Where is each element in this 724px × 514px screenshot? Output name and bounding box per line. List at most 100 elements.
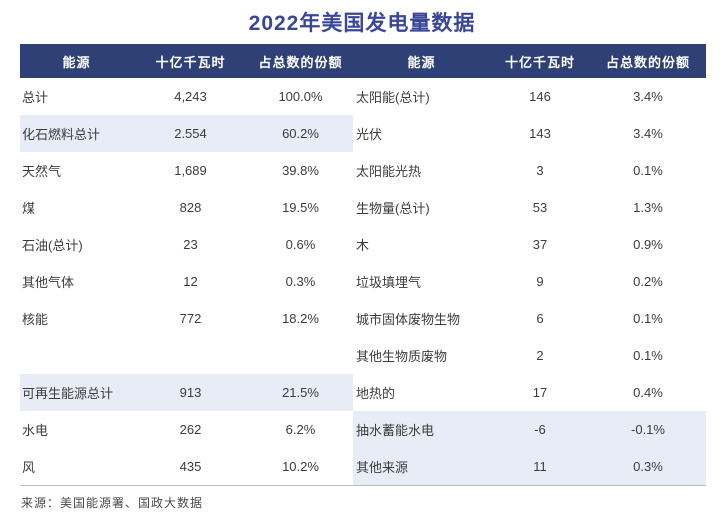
share-cell: 0.3% bbox=[633, 459, 663, 474]
share-cell: 0.1% bbox=[633, 348, 663, 363]
value-cell: 772 bbox=[179, 311, 202, 326]
value-cell: 262 bbox=[179, 422, 202, 437]
energy-label: 其他生物质废物 bbox=[356, 349, 448, 364]
share-cell: 0.1% bbox=[633, 163, 663, 178]
value-cell: 2 bbox=[536, 348, 544, 363]
energy-label: 核能 bbox=[22, 312, 49, 327]
right-half-row: 太阳能光热 3 0.1% bbox=[353, 152, 706, 189]
value-cell: 913 bbox=[179, 385, 202, 400]
table-row: 天然气 1,689 39.8% 太阳能光热 3 0.1% bbox=[20, 152, 706, 189]
left-half-row: 可再生能源总计 913 21.5% bbox=[20, 374, 353, 411]
table-body: 总计 4,243 100.0% 太阳能(总计) 146 3.4% 化石燃料总计 2.554 60… bbox=[20, 78, 706, 486]
table-row: 核能 772 18.2% 城市固体废物生物 6 0.1% bbox=[20, 300, 706, 337]
left-half-row: 其他气体 12 0.3% bbox=[20, 263, 353, 300]
value-cell: 4,243 bbox=[174, 89, 207, 104]
right-half-row: 太阳能(总计) 146 3.4% bbox=[353, 78, 706, 115]
right-half-row: 木 37 0.9% bbox=[353, 226, 706, 263]
energy-label: 风 bbox=[22, 460, 36, 475]
share-cell: 0.4% bbox=[633, 385, 663, 400]
left-half-row bbox=[20, 337, 353, 374]
share-cell: 18.2% bbox=[282, 311, 319, 326]
right-half-row: 抽水蓄能水电 -6 -0.1% bbox=[353, 411, 706, 448]
value-cell: 37 bbox=[532, 237, 548, 252]
table-header-row: 能源 十亿千瓦时 占总数的份额 能源 十亿千瓦时 占总数的份额 bbox=[20, 44, 706, 78]
value-cell: -6 bbox=[534, 422, 546, 437]
share-cell: 6.2% bbox=[285, 422, 316, 437]
energy-label: 天然气 bbox=[22, 164, 62, 179]
generation-table: 能源 十亿千瓦时 占总数的份额 能源 十亿千瓦时 占总数的份额 总计 4,243 1… bbox=[20, 44, 706, 486]
right-half-row: 生物量(总计) 53 1.3% bbox=[353, 189, 706, 226]
value-cell: 17 bbox=[532, 385, 548, 400]
value-cell: 146 bbox=[529, 89, 551, 104]
left-half-row: 水电 262 6.2% bbox=[20, 411, 353, 448]
left-half-row: 总计 4,243 100.0% bbox=[20, 78, 353, 115]
right-half-row: 城市固体废物生物 6 0.1% bbox=[353, 300, 706, 337]
right-half-row: 地热的 17 0.4% bbox=[353, 374, 706, 411]
share-cell: 0.3% bbox=[285, 274, 316, 289]
energy-label: 生物量(总计) bbox=[356, 201, 430, 216]
share-cell: 3.4% bbox=[633, 126, 663, 141]
energy-label: 地热的 bbox=[356, 386, 396, 401]
share-cell: 21.5% bbox=[282, 385, 319, 400]
table-row: 其他气体 12 0.3% 垃圾填埋气 9 0.2% bbox=[20, 263, 706, 300]
energy-label: 其他来源 bbox=[356, 460, 409, 475]
energy-label: 太阳能光热 bbox=[356, 164, 422, 179]
left-half-row: 煤 828 19.5% bbox=[20, 189, 353, 226]
share-cell: 0.9% bbox=[633, 237, 663, 252]
energy-label: 木 bbox=[356, 238, 370, 253]
left-half-row: 天然气 1,689 39.8% bbox=[20, 152, 353, 189]
left-half-row: 化石燃料总计 2.554 60.2% bbox=[20, 115, 353, 152]
energy-label: 太阳能(总计) bbox=[356, 90, 430, 105]
value-cell: 828 bbox=[179, 200, 202, 215]
table-row: 化石燃料总计 2.554 60.2% 光伏 143 3.4% bbox=[20, 115, 706, 152]
energy-label: 光伏 bbox=[356, 127, 383, 142]
page-title: 2022年美国发电量数据 bbox=[248, 12, 476, 35]
value-cell: 6 bbox=[536, 311, 544, 326]
left-half-row: 石油(总计) 23 0.6% bbox=[20, 226, 353, 263]
table-row: 可再生能源总计 913 21.5% 地热的 17 0.4% bbox=[20, 374, 706, 411]
source-note: 来源：美国能源署、国政大数据 bbox=[21, 496, 204, 510]
value-cell: 9 bbox=[536, 274, 544, 289]
left-half-row: 风 435 10.2% bbox=[20, 448, 353, 485]
table-row: 其他生物质废物 2 0.1% bbox=[20, 337, 706, 374]
table-row: 总计 4,243 100.0% 太阳能(总计) 146 3.4% bbox=[20, 78, 706, 115]
share-cell: -0.1% bbox=[631, 422, 665, 437]
energy-label: 总计 bbox=[22, 90, 49, 105]
column-header-energy-right: 能源 bbox=[407, 54, 436, 70]
share-cell: 19.5% bbox=[282, 200, 319, 215]
energy-label: 其他气体 bbox=[22, 275, 75, 290]
share-cell: 60.2% bbox=[282, 126, 319, 141]
energy-label: 抽水蓄能水电 bbox=[356, 423, 435, 438]
share-cell: 1.3% bbox=[633, 200, 663, 215]
value-cell: 3 bbox=[536, 163, 544, 178]
energy-label: 水电 bbox=[22, 423, 49, 438]
energy-label: 煤 bbox=[22, 201, 36, 216]
value-cell: 143 bbox=[529, 126, 551, 141]
energy-label: 可再生能源总计 bbox=[22, 386, 114, 401]
value-cell: 23 bbox=[183, 237, 198, 252]
column-header-energy-left: 能源 bbox=[62, 54, 91, 70]
column-header-share-left: 占总数的份额 bbox=[258, 54, 343, 70]
value-cell: 2.554 bbox=[174, 126, 207, 141]
table-row: 石油(总计) 23 0.6% 木 37 0.9% bbox=[20, 226, 706, 263]
share-cell: 3.4% bbox=[633, 89, 663, 104]
left-half-row: 核能 772 18.2% bbox=[20, 300, 353, 337]
right-half-row: 其他来源 11 0.3% bbox=[353, 448, 706, 485]
value-cell: 1,689 bbox=[174, 163, 207, 178]
right-half-row: 其他生物质废物 2 0.1% bbox=[353, 337, 706, 374]
share-cell: 0.6% bbox=[285, 237, 316, 252]
value-cell: 435 bbox=[179, 459, 202, 474]
energy-label: 垃圾填埋气 bbox=[356, 275, 422, 290]
right-half-row: 光伏 143 3.4% bbox=[353, 115, 706, 152]
share-cell: 39.8% bbox=[282, 163, 319, 178]
table-row: 煤 828 19.5% 生物量(总计) 53 1.3% bbox=[20, 189, 706, 226]
value-cell: 53 bbox=[532, 200, 548, 215]
energy-label: 石油(总计) bbox=[22, 238, 83, 253]
share-cell: 10.2% bbox=[282, 459, 319, 474]
table-row: 风 435 10.2% 其他来源 11 0.3% bbox=[20, 448, 706, 485]
energy-label: 城市固体废物生物 bbox=[356, 312, 461, 327]
energy-label: 化石燃料总计 bbox=[22, 127, 101, 142]
column-header-share-right: 占总数的份额 bbox=[605, 54, 690, 70]
right-half-row: 垃圾填埋气 9 0.2% bbox=[353, 263, 706, 300]
